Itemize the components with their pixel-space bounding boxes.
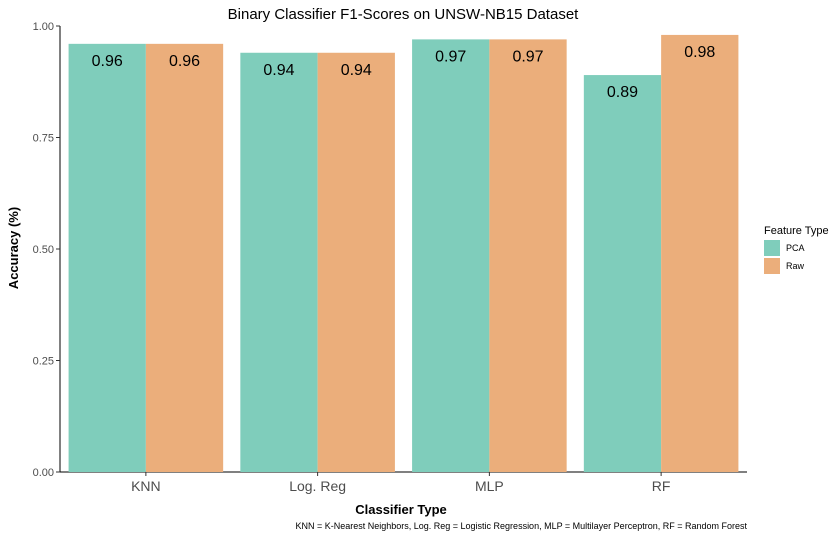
bar-raw — [145, 43, 224, 473]
bar-pca — [412, 39, 490, 472]
y-tick-label: 0.50 — [33, 244, 54, 256]
bar-raw — [661, 34, 739, 473]
bar-data-label: 0.94 — [341, 62, 372, 79]
y-tick-label: 0.25 — [33, 356, 54, 368]
bar-raw — [317, 52, 395, 472]
bar-data-label: 0.96 — [92, 53, 123, 70]
plot-area: 0.00 0.25 0.50 0.75 1.00 0.96 0.96 KNN 0.94 0.94 L… — [33, 21, 747, 494]
legend-label-raw: Raw — [786, 261, 805, 271]
legend-swatch-raw — [764, 258, 780, 274]
x-tick-label: Log. Reg — [289, 478, 346, 494]
x-tick-label: KNN — [131, 478, 161, 494]
legend-swatch-pca — [764, 240, 780, 256]
bar-pca — [240, 52, 318, 472]
bar-data-label: 0.89 — [607, 84, 638, 101]
bar-pca — [583, 75, 662, 472]
bar-data-label: 0.96 — [169, 53, 200, 70]
legend-title: Feature Type — [764, 225, 829, 237]
x-axis-title: Classifier Type — [355, 502, 447, 517]
y-tick-label: 1.00 — [33, 21, 54, 33]
bar-data-label: 0.97 — [435, 48, 466, 65]
bar-raw — [489, 39, 567, 472]
x-tick-label: MLP — [475, 478, 504, 494]
x-tick-label: RF — [652, 478, 671, 494]
bar-data-label: 0.97 — [512, 48, 543, 65]
legend-label-pca: PCA — [786, 243, 805, 253]
y-tick-label: 0.75 — [33, 133, 54, 145]
bar-pca — [68, 43, 146, 473]
y-tick-label: 0.00 — [33, 467, 54, 479]
bar-data-label: 0.98 — [684, 44, 715, 61]
legend: Feature Type PCA Raw — [764, 225, 829, 274]
bar-data-label: 0.94 — [263, 62, 294, 79]
chart-title: Binary Classifier F1-Scores on UNSW-NB15… — [228, 6, 580, 23]
y-axis-title: Accuracy (%) — [6, 207, 21, 289]
caption: KNN = K-Nearest Neighbors, Log. Reg = Lo… — [295, 521, 747, 531]
